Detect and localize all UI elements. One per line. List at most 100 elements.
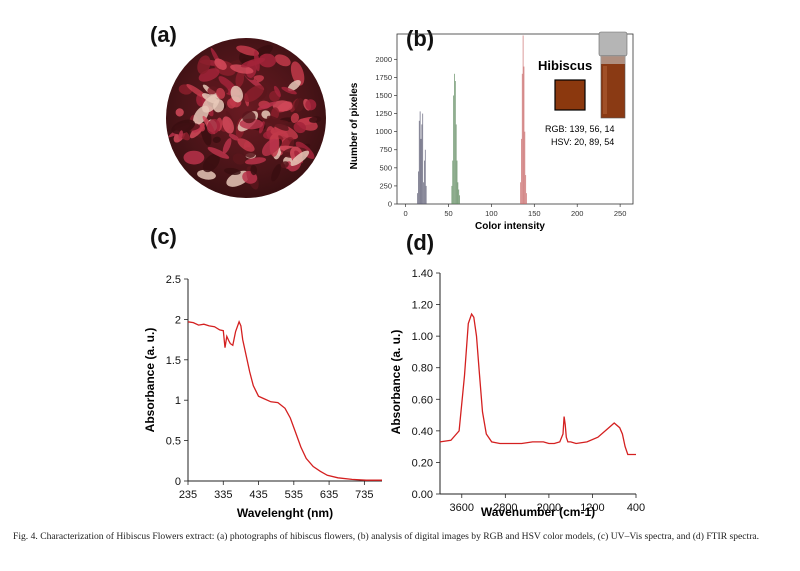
histogram-y-axis-label: Number of pixeles xyxy=(349,82,360,169)
petal xyxy=(222,138,232,154)
y-tick-label: 0.00 xyxy=(412,489,433,501)
petal xyxy=(236,45,260,56)
y-tick-label: 1.40 xyxy=(412,268,433,280)
histogram-bar xyxy=(521,138,522,204)
histogram-bar xyxy=(457,182,459,204)
petal xyxy=(261,138,279,157)
petal xyxy=(224,167,241,175)
uv-vis-chart: 235 335 435 535 635 735 0 0.5 1 1.5 2 2.5 Waveleng… xyxy=(143,274,382,520)
x-tick-label: 1200 xyxy=(580,502,604,514)
histogram-x-tick-label: 50 xyxy=(444,209,452,218)
x-tick-label: 635 xyxy=(320,489,338,501)
histogram-y-tick-label: 250 xyxy=(379,181,392,190)
histogram-bar xyxy=(420,138,422,204)
color-swatch xyxy=(554,79,586,111)
y-tick-label: 2.5 xyxy=(166,274,181,286)
histogram-bar xyxy=(522,35,524,205)
petal xyxy=(228,133,239,141)
petal xyxy=(258,53,276,68)
histogram-bar xyxy=(424,160,425,204)
petal xyxy=(232,153,246,165)
y-tick-label: 1.00 xyxy=(412,331,433,343)
histogram-bar xyxy=(422,113,424,204)
petal xyxy=(207,146,230,159)
histogram-bar xyxy=(424,149,426,204)
x-tick-label: 335 xyxy=(214,489,232,501)
histogram-y-tick-label: 0 xyxy=(388,200,392,209)
histogram-bar xyxy=(521,73,523,204)
x-tick-label: 435 xyxy=(249,489,267,501)
y-tick-label: 1.20 xyxy=(412,300,433,312)
histogram-frame xyxy=(396,33,634,205)
histogram-bar xyxy=(417,193,418,204)
petal xyxy=(240,57,266,68)
histogram-bar xyxy=(525,175,527,204)
petal xyxy=(259,120,265,134)
ftir-spectrum-line xyxy=(439,312,636,456)
histogram-y-tick-label: 750 xyxy=(379,145,392,154)
histogram-y-tick-label: 1000 xyxy=(375,127,392,136)
petal xyxy=(280,161,289,169)
x-tick-label: 2800 xyxy=(493,502,517,514)
petal xyxy=(293,121,307,134)
petal xyxy=(309,116,322,123)
petal xyxy=(237,138,255,152)
histogram-bar xyxy=(418,171,419,204)
petal xyxy=(266,115,289,131)
petal xyxy=(193,105,210,125)
ftir-x-axis-label: Wavenumber (cm-1) xyxy=(481,505,595,519)
uv-vis-spectrum-line xyxy=(187,320,382,481)
petal xyxy=(257,101,277,111)
ftir-chart: 3600 2800 2000 1200 400 0.00 0.20 0.40 0.60 0.80… xyxy=(389,268,645,519)
petal xyxy=(222,116,234,134)
petal xyxy=(178,130,183,140)
petal xyxy=(226,98,236,109)
histogram-y-tick-label: 1750 xyxy=(375,73,392,82)
petal xyxy=(212,136,221,143)
histogram-bar xyxy=(454,81,456,204)
petal xyxy=(290,112,300,124)
uv-vis-y-axis-label: Absorbance (a. u.) xyxy=(143,328,157,433)
petal xyxy=(273,85,281,98)
petal xyxy=(197,55,211,75)
histogram-y-tick-label: 1250 xyxy=(375,109,392,118)
x-tick-label: 3600 xyxy=(450,502,474,514)
histogram-bar xyxy=(454,73,455,204)
panel-label-c: (c) xyxy=(150,224,177,249)
histogram-bar xyxy=(456,160,458,204)
histogram-bar xyxy=(458,189,460,204)
histogram-bar xyxy=(425,185,427,204)
color-histogram-chart: 0 50 100 150 200 250 0 250 500 750 1000 1250 1500 17… xyxy=(349,31,634,232)
histogram-x-tick-label: 100 xyxy=(485,209,498,218)
histogram-bar xyxy=(451,185,453,204)
petal xyxy=(271,164,282,182)
histogram-x-tick-label: 250 xyxy=(614,209,627,218)
figure-caption: Fig. 4. Characterization of Hibiscus Flo… xyxy=(13,530,788,543)
histogram-bar xyxy=(455,124,457,204)
petal xyxy=(230,85,243,103)
petal xyxy=(171,119,196,135)
hibiscus-flowers-photo xyxy=(166,38,326,198)
histogram-y-tick-label: 2000 xyxy=(375,55,392,64)
petal xyxy=(244,157,267,165)
histogram-bar xyxy=(524,131,526,204)
histogram-bar xyxy=(523,66,525,204)
petal xyxy=(250,165,258,176)
petal xyxy=(175,108,184,117)
petal xyxy=(214,58,227,70)
panel-label-a: (a) xyxy=(150,22,177,47)
rgb-values: RGB: 139, 56, 14 xyxy=(545,124,615,134)
y-tick-label: 2 xyxy=(175,314,181,326)
panel-label-d: (d) xyxy=(406,230,435,255)
y-tick-label: 1 xyxy=(175,395,181,407)
histogram-x-tick-label: 200 xyxy=(571,209,584,218)
petal xyxy=(201,93,219,104)
petal xyxy=(197,169,216,180)
x-tick-label: 535 xyxy=(285,489,303,501)
panel-label-b: (b) xyxy=(406,26,435,51)
y-tick-label: 1.5 xyxy=(166,355,181,367)
y-tick-label: 0.40 xyxy=(412,426,433,438)
petal xyxy=(281,86,297,95)
petal xyxy=(270,107,280,120)
histogram-bar xyxy=(453,95,454,204)
